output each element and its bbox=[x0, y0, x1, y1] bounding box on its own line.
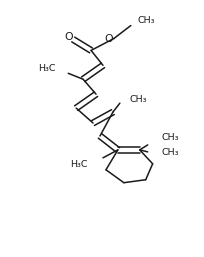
Text: CH₃: CH₃ bbox=[162, 148, 179, 157]
Text: O: O bbox=[64, 32, 73, 42]
Text: O: O bbox=[105, 34, 113, 44]
Text: CH₃: CH₃ bbox=[130, 95, 147, 104]
Text: H₃C: H₃C bbox=[71, 160, 88, 169]
Text: CH₃: CH₃ bbox=[138, 16, 155, 25]
Text: H₃C: H₃C bbox=[38, 64, 55, 73]
Text: CH₃: CH₃ bbox=[162, 133, 179, 142]
